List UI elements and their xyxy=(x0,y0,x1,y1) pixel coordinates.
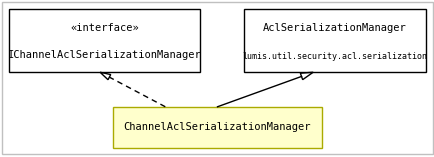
Text: ChannelAclSerializationManager: ChannelAclSerializationManager xyxy=(123,122,311,132)
Text: «interface»: «interface» xyxy=(70,23,138,33)
Bar xyxy=(243,9,425,72)
Text: IChannelAclSerializationManager: IChannelAclSerializationManager xyxy=(7,50,201,60)
Text: lumis.util.security.acl.serialization: lumis.util.security.acl.serialization xyxy=(242,52,427,61)
Bar xyxy=(9,9,200,72)
Bar xyxy=(113,107,321,148)
Text: AclSerializationManager: AclSerializationManager xyxy=(263,23,406,33)
